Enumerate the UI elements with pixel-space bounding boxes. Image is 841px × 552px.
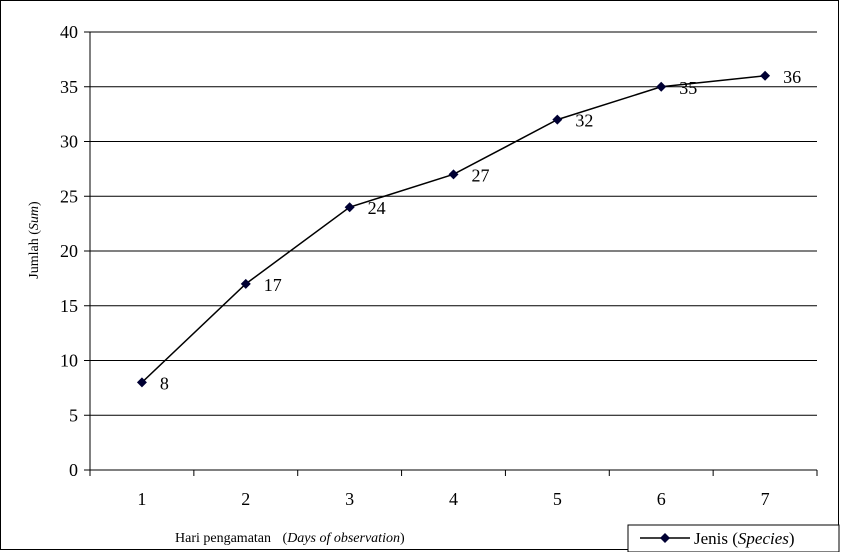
x-tick-label: 6 <box>657 489 666 509</box>
data-point <box>344 202 355 213</box>
legend-label: Jenis (Species) <box>694 529 795 548</box>
data-labels: 8 17 24 27 32 35 36 <box>160 67 801 394</box>
y-tick-label: 15 <box>60 296 78 316</box>
data-point <box>240 278 251 289</box>
y-tick-label: 20 <box>60 241 78 261</box>
data-label: 32 <box>575 111 593 131</box>
x-tick-label: 1 <box>137 489 146 509</box>
data-point <box>760 70 771 81</box>
y-axis-title-main: Jumlah <box>27 238 42 278</box>
x-tick-label: 5 <box>553 489 562 509</box>
y-tick-label: 35 <box>60 77 78 97</box>
y-tick-label: 10 <box>60 351 78 371</box>
y-axis-title: Jumlah (Sum) <box>27 201 42 279</box>
data-label: 35 <box>679 78 697 98</box>
x-axis-title: Hari pengamatan (Days of observation) <box>175 531 405 546</box>
y-tick-label: 25 <box>60 186 78 206</box>
axes <box>84 31 818 476</box>
x-tick-label: 7 <box>761 489 770 509</box>
y-tick-label: 5 <box>69 405 78 425</box>
y-tick-labels: 0 5 10 15 20 25 30 35 40 <box>60 22 78 480</box>
legend-label-italic: Species <box>738 529 789 548</box>
x-tick-label: 2 <box>241 489 250 509</box>
x-tick-labels: 1 2 3 4 5 6 7 <box>137 489 769 509</box>
data-label: 8 <box>160 373 169 393</box>
data-point <box>552 114 563 125</box>
legend-marker <box>660 533 670 543</box>
gridlines <box>90 31 817 416</box>
series-jenis <box>136 70 771 388</box>
data-label: 27 <box>472 165 490 185</box>
series-line <box>141 75 766 383</box>
data-label: 36 <box>783 67 801 87</box>
data-label: 24 <box>368 198 386 218</box>
x-axis-title-main: Hari pengamatan <box>175 531 271 546</box>
data-label: 17 <box>264 275 282 295</box>
x-axis-title-italic: Days of observation <box>286 531 400 546</box>
legend: Jenis (Species) <box>627 524 840 552</box>
x-tick-label: 4 <box>449 489 458 509</box>
x-tick-label: 3 <box>345 489 354 509</box>
data-point <box>136 377 147 388</box>
data-point <box>656 81 667 92</box>
y-tick-label: 40 <box>60 22 78 42</box>
y-tick-label: 30 <box>60 132 78 152</box>
legend-label-main: Jenis <box>694 529 728 548</box>
y-tick-label: 0 <box>69 460 78 480</box>
y-axis-title-italic: Sum <box>27 206 42 230</box>
data-point <box>448 169 459 180</box>
